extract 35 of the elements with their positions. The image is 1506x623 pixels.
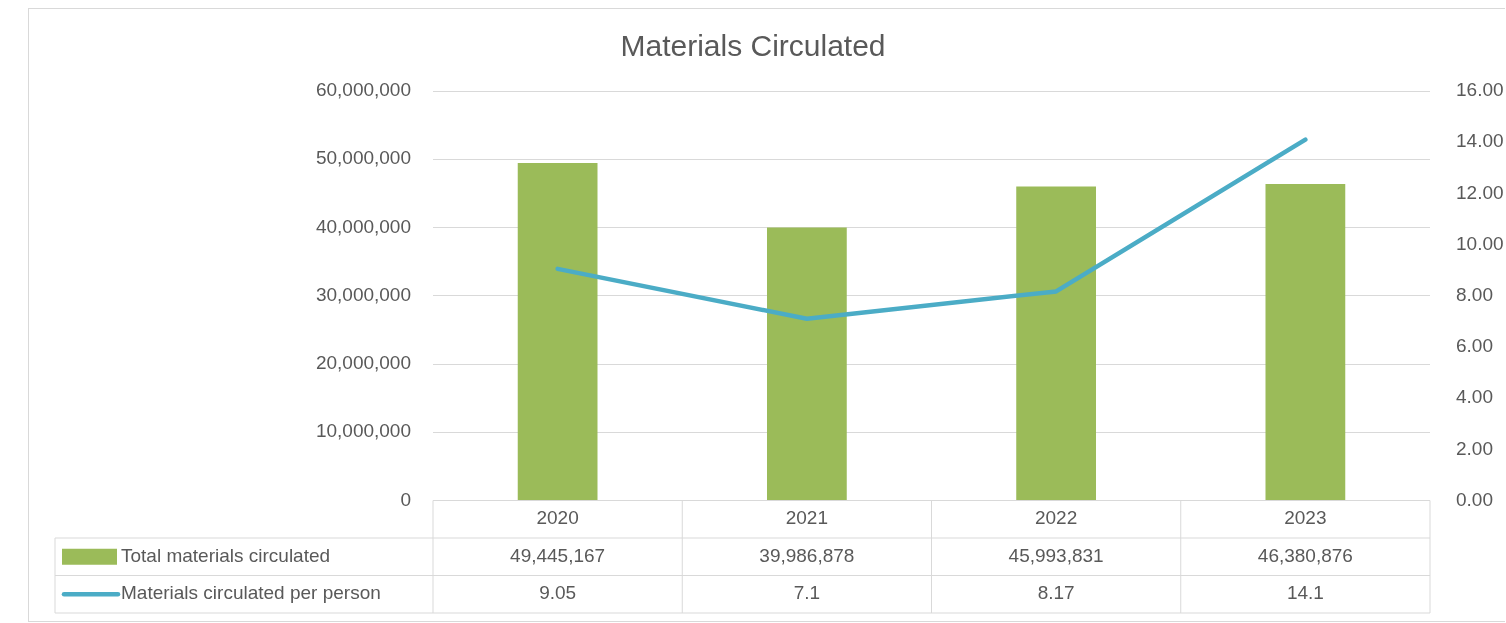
bar bbox=[1265, 183, 1346, 500]
y-tick-label: 0 bbox=[400, 488, 411, 510]
y2-tick-label: 8.00 bbox=[1456, 283, 1493, 305]
y2-tick-label: 4.00 bbox=[1456, 386, 1493, 408]
bar bbox=[767, 227, 847, 500]
legend-label: Total materials circulated bbox=[121, 544, 331, 566]
chart-title: Materials Circulated bbox=[620, 29, 886, 63]
y-tick-label: 20,000,000 bbox=[315, 352, 411, 374]
y-tick-label: 30,000,000 bbox=[315, 283, 411, 305]
data-label: 8.17 bbox=[1037, 582, 1075, 604]
y2-tick-label: 10.00 bbox=[1456, 232, 1504, 254]
y2-tick-label: 2.00 bbox=[1456, 437, 1493, 459]
y2-tick-label: 16.00 bbox=[1456, 79, 1504, 101]
data-label: 39,986,878 bbox=[759, 544, 855, 566]
y-tick-label: 60,000,000 bbox=[315, 79, 411, 101]
y2-tick-label: 12.00 bbox=[1456, 181, 1504, 203]
legend-label: Materials circulated per person bbox=[121, 582, 381, 604]
y-tick-label: 10,000,000 bbox=[315, 420, 411, 442]
y-tick-label: 50,000,000 bbox=[315, 147, 411, 169]
data-label: 9.05 bbox=[539, 582, 577, 604]
x-tick-label: 2023 bbox=[1284, 507, 1327, 529]
data-label: 7.1 bbox=[793, 582, 821, 604]
bar bbox=[1016, 186, 1097, 500]
x-tick-label: 2020 bbox=[536, 507, 579, 529]
x-tick-label: 2022 bbox=[1034, 507, 1078, 529]
y-tick-label: 40,000,000 bbox=[315, 215, 411, 237]
data-label: 49,445,167 bbox=[510, 544, 606, 566]
data-label: 46,380,876 bbox=[1257, 544, 1353, 566]
y2-tick-label: 6.00 bbox=[1456, 335, 1493, 357]
x-tick-label: 2021 bbox=[785, 507, 829, 529]
bar bbox=[517, 163, 598, 500]
y2-tick-label: 14.00 bbox=[1456, 130, 1504, 152]
data-label: 14.1 bbox=[1286, 582, 1324, 604]
y2-tick-label: 0.00 bbox=[1456, 488, 1493, 510]
data-label: 45,993,831 bbox=[1008, 544, 1104, 566]
